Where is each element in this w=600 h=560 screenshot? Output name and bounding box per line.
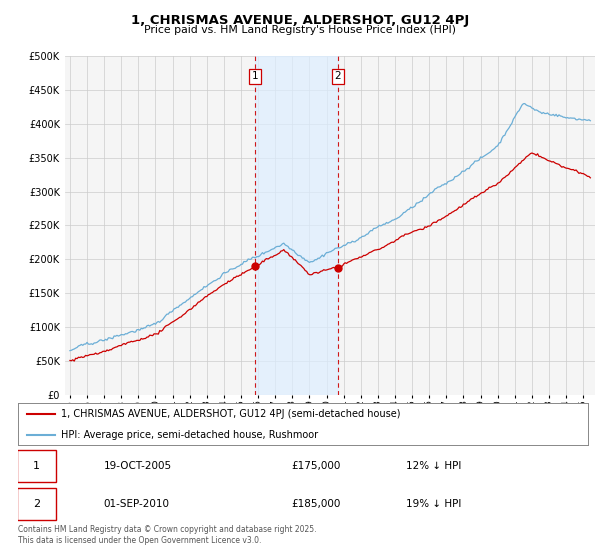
Text: 1: 1: [33, 461, 40, 471]
Text: HPI: Average price, semi-detached house, Rushmoor: HPI: Average price, semi-detached house,…: [61, 430, 318, 440]
Text: 1: 1: [251, 71, 258, 81]
Text: Price paid vs. HM Land Registry's House Price Index (HPI): Price paid vs. HM Land Registry's House …: [144, 25, 456, 35]
Text: 19-OCT-2005: 19-OCT-2005: [104, 461, 172, 471]
FancyBboxPatch shape: [17, 488, 56, 520]
Text: 01-SEP-2010: 01-SEP-2010: [104, 499, 170, 508]
Text: 19% ↓ HPI: 19% ↓ HPI: [406, 499, 461, 508]
Text: £185,000: £185,000: [292, 499, 341, 508]
Text: 2: 2: [335, 71, 341, 81]
Text: 2: 2: [32, 499, 40, 508]
Text: Contains HM Land Registry data © Crown copyright and database right 2025.
This d: Contains HM Land Registry data © Crown c…: [18, 525, 317, 545]
Text: £175,000: £175,000: [292, 461, 341, 471]
Text: 1, CHRISMAS AVENUE, ALDERSHOT, GU12 4PJ (semi-detached house): 1, CHRISMAS AVENUE, ALDERSHOT, GU12 4PJ …: [61, 409, 400, 419]
FancyBboxPatch shape: [17, 450, 56, 482]
Text: 12% ↓ HPI: 12% ↓ HPI: [406, 461, 461, 471]
Bar: [255, 56, 338, 395]
Text: 1, CHRISMAS AVENUE, ALDERSHOT, GU12 4PJ: 1, CHRISMAS AVENUE, ALDERSHOT, GU12 4PJ: [131, 14, 469, 27]
